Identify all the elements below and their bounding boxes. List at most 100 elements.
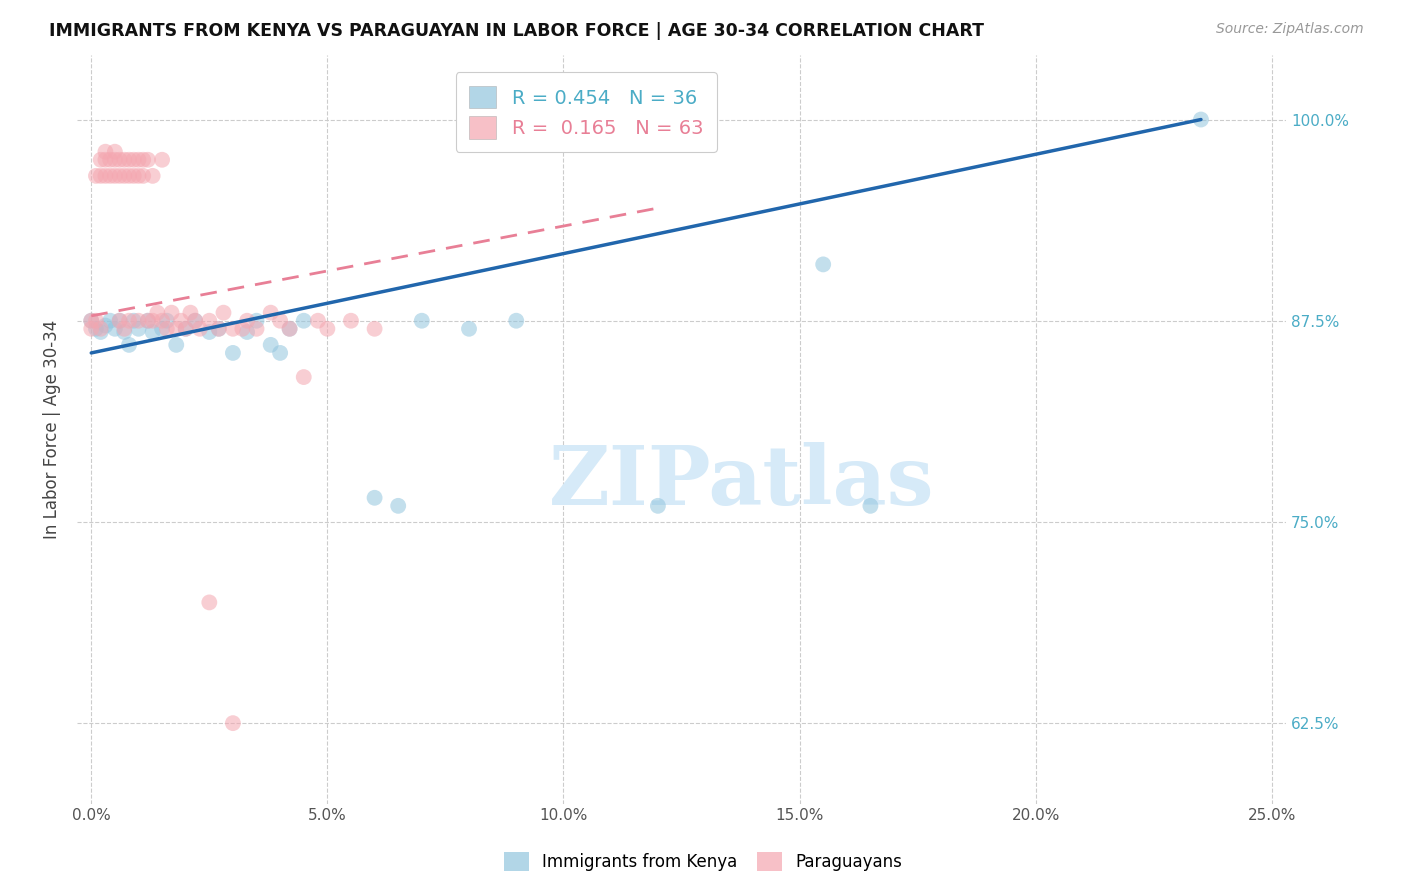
Y-axis label: In Labor Force | Age 30-34: In Labor Force | Age 30-34 [44,319,60,539]
Point [127,322,149,336]
Point [122,314,145,328]
Point [198,595,221,609]
Point [269,346,291,360]
Point [411,314,433,328]
Point [188,322,211,336]
Point [84,322,107,336]
Point [84,169,107,183]
Point [170,314,193,328]
Point [122,153,145,167]
Point [108,169,131,183]
Point [127,153,149,167]
Point [104,145,127,159]
Point [90,153,112,167]
Point [222,716,245,731]
Point [363,491,385,505]
Point [269,314,291,328]
Point [859,499,882,513]
Point [98,314,121,328]
Point [142,169,165,183]
Point [108,314,131,328]
Point [260,338,283,352]
Point [165,338,187,352]
Point [208,322,231,336]
Point [127,314,149,328]
Point [142,325,165,339]
Text: IMMIGRANTS FROM KENYA VS PARAGUAYAN IN LABOR FORCE | AGE 30-34 CORRELATION CHART: IMMIGRANTS FROM KENYA VS PARAGUAYAN IN L… [49,22,984,40]
Point [112,322,135,336]
Point [112,153,135,167]
Point [236,325,259,339]
Point [236,314,259,328]
Point [98,153,121,167]
Point [260,306,283,320]
Point [104,169,127,183]
Point [458,322,481,336]
Text: ZIPatlas: ZIPatlas [550,442,935,522]
Point [108,314,131,328]
Point [156,322,179,336]
Point [90,322,112,336]
Point [94,153,117,167]
Point [222,346,245,360]
Point [292,314,315,328]
Point [127,169,149,183]
Point [292,370,315,384]
Point [84,314,107,328]
Point [132,153,155,167]
Point [387,499,409,513]
Point [160,306,183,320]
Point [811,257,834,271]
Point [647,499,669,513]
Point [198,325,221,339]
Point [132,169,155,183]
Point [80,314,103,328]
Point [340,314,363,328]
Legend: Immigrants from Kenya, Paraguayans: Immigrants from Kenya, Paraguayans [495,843,911,880]
Point [104,153,127,167]
Point [118,169,141,183]
Point [245,314,267,328]
Point [198,314,221,328]
Point [122,169,145,183]
Point [231,322,253,336]
Point [136,314,159,328]
Point [222,322,245,336]
Point [150,322,173,336]
Point [174,322,197,336]
Point [90,325,112,339]
Point [104,322,127,336]
Point [142,314,165,328]
Point [80,322,103,336]
Point [150,153,173,167]
Point [118,338,141,352]
Text: Source: ZipAtlas.com: Source: ZipAtlas.com [1216,22,1364,37]
Point [94,169,117,183]
Point [184,314,207,328]
Point [80,314,103,328]
Point [94,318,117,333]
Point [184,314,207,328]
Point [136,153,159,167]
Point [278,322,301,336]
Point [98,169,121,183]
Point [112,169,135,183]
Point [1189,112,1212,127]
Legend: R = 0.454   N = 36, R =  0.165   N = 63: R = 0.454 N = 36, R = 0.165 N = 63 [456,72,717,153]
Point [150,314,173,328]
Point [245,322,267,336]
Point [165,322,187,336]
Point [90,169,112,183]
Point [307,314,329,328]
Point [118,153,141,167]
Point [118,314,141,328]
Point [316,322,339,336]
Point [108,153,131,167]
Point [278,322,301,336]
Point [179,306,201,320]
Point [363,322,385,336]
Point [94,145,117,159]
Point [212,306,235,320]
Point [156,314,179,328]
Point [505,314,527,328]
